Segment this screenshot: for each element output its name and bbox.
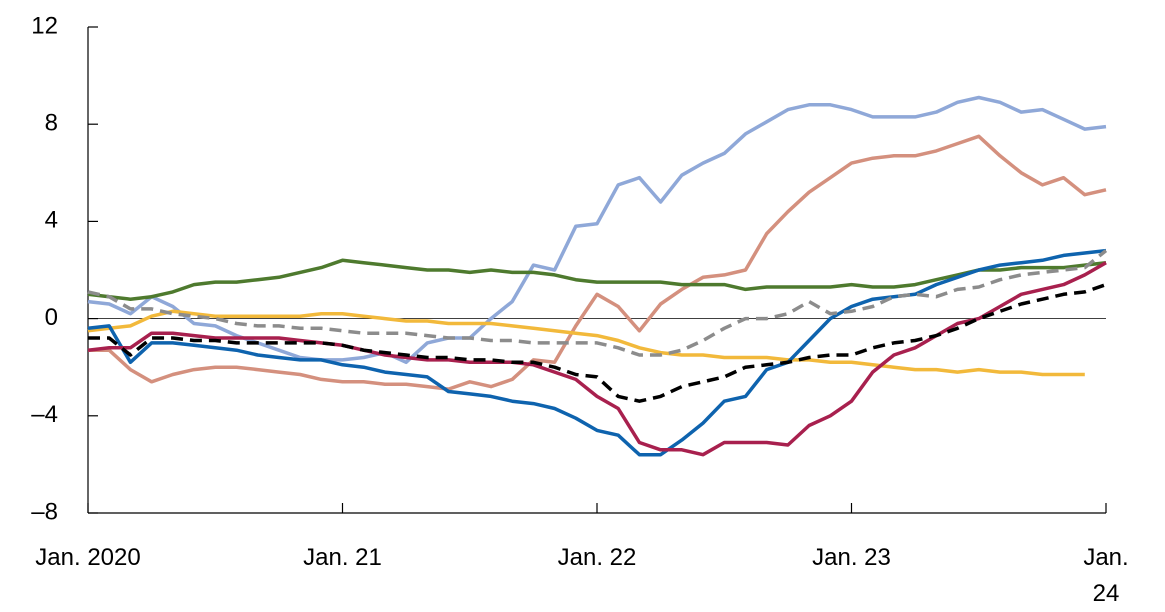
series-line [87,309,1085,377]
y-tick-label: 8 [45,110,58,137]
x-tick-label: Jan. 24 [1083,544,1129,607]
y-tick-label: –8 [31,498,58,525]
series-line [88,134,1107,391]
series-line [87,249,1108,357]
series-line [88,282,1107,403]
series-line [87,248,1107,457]
x-tick-label: Jan. 2020 [35,544,141,571]
y-tick-label: –4 [31,401,58,428]
y-tick-label: 12 [31,12,58,39]
x-tick-label: Jan. 22 [557,544,637,571]
y-tick-label: 4 [45,207,58,234]
series-line [87,261,1107,457]
y-tick-label: 0 [45,304,58,331]
x-tick-label: Jan. 21 [303,544,382,571]
series-line [87,258,1107,301]
x-tick-label: Jan. 23 [812,544,891,571]
